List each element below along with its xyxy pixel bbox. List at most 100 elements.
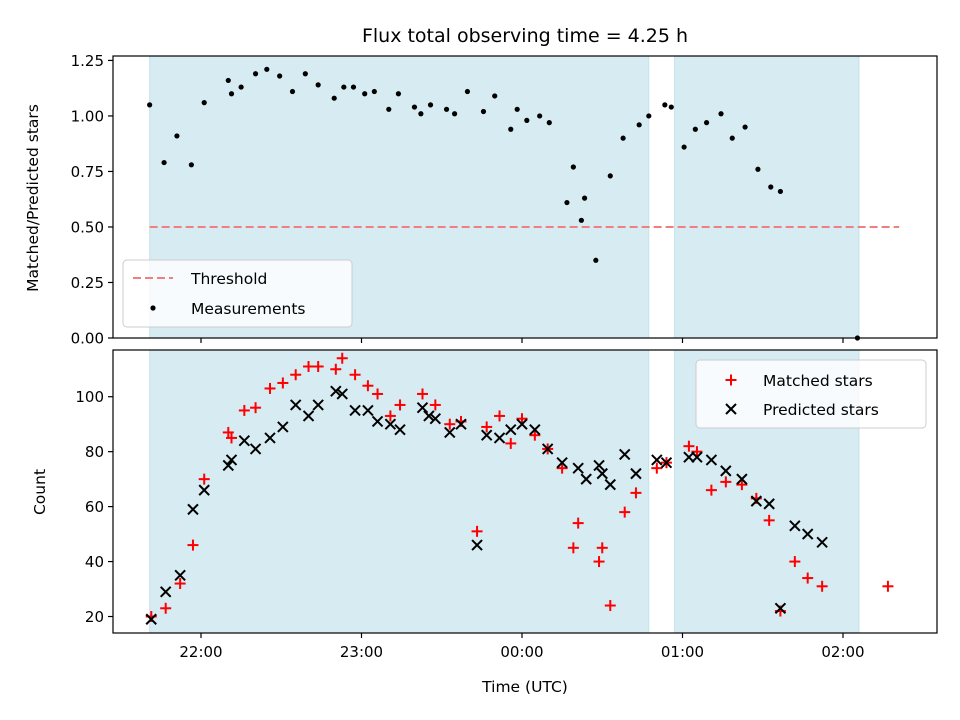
- matched-star-marker: [619, 506, 631, 518]
- matched-star-marker: [705, 484, 717, 496]
- matched-star-marker: [264, 382, 276, 394]
- bottom-y-axis-label: Count: [31, 469, 49, 515]
- matched-star-marker: [630, 487, 642, 499]
- matched-star-marker: [238, 404, 250, 416]
- measurement-point: [371, 88, 377, 95]
- x-tick-label: 00:00: [500, 643, 543, 661]
- predicted-star-marker: [371, 415, 384, 428]
- predicted-star-marker: [651, 454, 663, 466]
- measurement-point: [570, 164, 576, 170]
- legend-measurements-swatch: [150, 305, 156, 311]
- matched-star-marker: [471, 525, 483, 537]
- matched-star-marker: [505, 437, 517, 449]
- bottom-axes-frame: [112, 349, 938, 634]
- predicted-star-marker: [225, 454, 238, 466]
- bottom-y-tick-label: 40: [85, 553, 104, 571]
- measurement-point: [252, 71, 259, 77]
- x-tick-label: 02:00: [821, 643, 864, 661]
- predicted-star-marker: [801, 528, 814, 540]
- measurement-point: [681, 144, 687, 150]
- matched-star-marker: [556, 462, 568, 474]
- predicted-star-marker: [336, 388, 348, 400]
- measurement-point: [174, 133, 180, 139]
- predicted-star-marker: [222, 459, 234, 472]
- predicted-star-marker: [384, 418, 397, 430]
- predicted-star-marker: [198, 484, 210, 496]
- measurement-point: [581, 195, 588, 201]
- predicted-star-marker: [187, 503, 199, 516]
- legend-measurements-label: Measurements: [191, 300, 306, 318]
- measurement-point: [524, 117, 530, 123]
- measurement-point: [315, 82, 321, 88]
- matched-star-marker: [330, 363, 342, 375]
- matched-star-marker: [567, 542, 579, 554]
- matched-star-marker: [444, 418, 456, 430]
- bottom-y-tick-label: 100: [75, 388, 104, 406]
- predicted-star-marker: [416, 401, 429, 414]
- predicted-star-marker: [816, 536, 828, 549]
- matched-star-marker: [516, 413, 528, 425]
- matched-star-marker: [394, 399, 406, 411]
- predicted-star-marker: [145, 613, 157, 625]
- bottom-legend-box: [695, 359, 927, 429]
- top-observing-window: [673, 55, 860, 339]
- measurement-point: [692, 126, 698, 132]
- predicted-star-marker: [604, 478, 616, 491]
- bottom-y-tick-label: 20: [85, 608, 104, 626]
- predicted-star-marker: [529, 423, 541, 436]
- predicted-star-marker: [289, 399, 302, 411]
- measurement-point: [188, 162, 194, 168]
- measurement-point: [492, 93, 498, 99]
- measurement-point: [228, 91, 235, 97]
- legend-predicted-label: Predicted stars: [763, 401, 879, 419]
- top-legend-box: [122, 259, 353, 328]
- measurement-point: [161, 159, 167, 166]
- top-y-tick-label: 0.00: [71, 330, 104, 348]
- matched-star-marker: [802, 572, 814, 584]
- chart-title: Flux total observing time = 4.25 h: [362, 25, 688, 47]
- top-y-tick-label: 0.75: [71, 163, 104, 181]
- predicted-star-marker: [429, 412, 442, 425]
- matched-star-marker: [384, 410, 396, 422]
- measurement-point: [362, 91, 368, 97]
- predicted-star-marker: [736, 473, 748, 485]
- matched-star-marker: [362, 380, 374, 392]
- matched-star-marker: [225, 432, 237, 444]
- top-y-tick-label: 1.00: [71, 107, 104, 125]
- measurement-point: [514, 106, 520, 112]
- matched-star-marker: [882, 580, 894, 592]
- measurement-point: [225, 77, 231, 84]
- measurement-point: [264, 66, 270, 72]
- legend-matched-label: Matched stars: [763, 372, 873, 390]
- matched-star-marker: [529, 429, 541, 441]
- predicted-star-marker: [630, 467, 642, 480]
- measurement-point: [718, 111, 724, 117]
- predicted-star-marker: [593, 459, 605, 472]
- measurement-point: [395, 91, 402, 97]
- bottom-legend: Matched stars Predicted stars: [695, 359, 927, 429]
- measurement-point: [480, 108, 487, 115]
- measurement-point: [427, 102, 434, 108]
- x-tick-label: 22:00: [179, 643, 222, 661]
- measurement-point: [464, 88, 471, 95]
- predicted-star-marker: [580, 473, 592, 485]
- top-legend: Threshold Measurements: [122, 259, 353, 328]
- predicted-star-marker: [691, 451, 703, 463]
- matched-star-marker: [651, 462, 663, 474]
- x-tick-label: 23:00: [340, 643, 383, 661]
- measurement-point: [147, 102, 153, 108]
- matched-star-marker: [720, 476, 732, 488]
- bottom-y-tick-label: 60: [85, 498, 104, 516]
- predicted-star-marker: [660, 456, 673, 469]
- predicted-star-marker: [541, 443, 554, 455]
- predicted-star-marker: [720, 465, 732, 477]
- predicted-star-marker: [493, 432, 506, 444]
- measurement-point: [546, 120, 552, 126]
- top-axes-frame: [112, 55, 938, 339]
- bottom-y-tick-label: 80: [85, 443, 104, 461]
- matched-star-marker: [481, 421, 493, 433]
- measurement-point: [742, 124, 748, 130]
- bottom-axes: 20 40 60 80 100 22:00 23:00 00:00 01:00 02:00: [75, 349, 938, 661]
- matched-star-marker: [312, 360, 324, 372]
